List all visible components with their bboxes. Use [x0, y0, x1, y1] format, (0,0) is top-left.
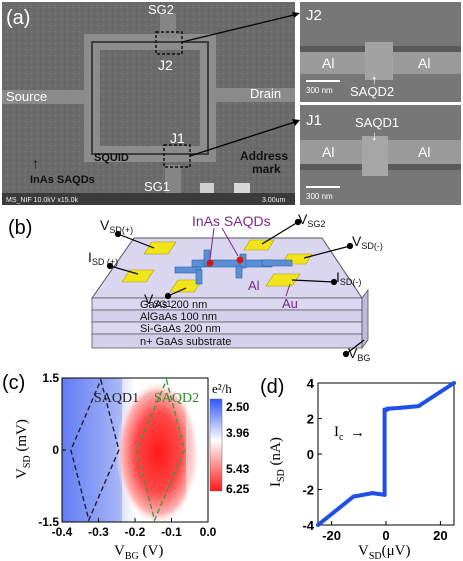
y-tick-label: 1.5 [42, 371, 59, 385]
panel-a-label: (a) [6, 7, 30, 29]
saqd2-label: SAQD2 [154, 391, 199, 406]
sg2-gate [160, 14, 176, 38]
panel-a: (a) SG2 J2 Source Drain SQUID J1 SG1 Add… [2, 2, 461, 205]
j2-label: J2 [158, 57, 173, 73]
inset-j1-al-left: Al [322, 144, 334, 160]
drain-label: Drain [250, 86, 281, 101]
data-point [452, 381, 456, 385]
drain-lead [214, 88, 295, 102]
arrow-right-icon: → [350, 424, 365, 441]
inset-j2-scale: 300 nm [306, 86, 333, 95]
y-tick-label: -2 [302, 483, 314, 498]
x-tick-label: 0 [382, 528, 389, 543]
x-tick-label: 0.0 [200, 525, 217, 539]
svg-text:ISD (+): ISD (+) [88, 249, 118, 267]
data-point [416, 404, 421, 409]
data-point [316, 523, 320, 527]
saqd1-label: SAQD1 [94, 391, 139, 406]
y-tick-label: -4 [302, 518, 314, 533]
heatmap-hotspot [116, 381, 200, 522]
quantum-dot [206, 259, 214, 267]
svg-text:VSG2: VSG2 [298, 211, 325, 229]
substrate-top [91, 237, 363, 299]
au-label: Au [282, 296, 298, 311]
x-tick-label: -20 [322, 528, 341, 543]
sem-scalebar: 3.00um [262, 197, 286, 204]
inset-j2-dot: SAQD2 [350, 84, 394, 99]
layer-stack [91, 288, 369, 350]
colorbar-ticks: 2.50 3.96 5.43 6.25 [226, 400, 250, 496]
sg1-gate [165, 165, 181, 197]
inset-j1-dot: SAQD1 [355, 115, 399, 130]
coulomb-diamond [70, 377, 120, 523]
panel-c-label: (c) [2, 372, 25, 394]
x-tick-label: 20 [433, 528, 447, 543]
arrow-up-icon: ↑ [371, 72, 378, 87]
layer-algaas: AlGaAs 100 nm [140, 311, 217, 323]
y-axis-label: VSD (mV) [14, 419, 33, 479]
y-tick-label: 2 [307, 412, 314, 427]
svg-text:VSD(-): VSD(-) [352, 233, 383, 251]
layer-gaas: GaAs 200 nm [140, 299, 207, 311]
y-tick-label: 0 [52, 443, 59, 457]
y-axis-label-d: ISD (nA) [268, 437, 287, 487]
colorbar-tick: 3.96 [226, 426, 250, 440]
y-tick-label: 0 [307, 447, 314, 462]
colorbar-tick: 2.50 [226, 400, 250, 414]
address-mark-label-2: mark [252, 162, 281, 176]
layer-substrate: n+ GaAs substrate [140, 336, 231, 348]
inset-j1-scale: 300 nm [306, 192, 333, 201]
sg2-label: SG2 [148, 2, 174, 17]
ic-label: Ic [334, 424, 344, 443]
svg-text:ISD(-): ISD(-) [336, 269, 361, 287]
data-point [382, 492, 387, 497]
source-label: Source [6, 89, 47, 104]
source-lead [2, 90, 86, 104]
inset-j2-al-right: Al [418, 55, 430, 71]
y-tick-label: 4 [307, 376, 315, 391]
colorbar-tick: 6.25 [226, 482, 250, 496]
squid-label: SQUID [94, 152, 129, 164]
panel-b-label: (b) [8, 217, 32, 239]
x-tick-label: -0.1 [161, 525, 182, 539]
x-axis-label: VBG (V) [114, 543, 163, 561]
x-tick-label: -0.4 [52, 525, 73, 539]
x-tick-label: -0.3 [88, 525, 109, 539]
j1-label: J1 [170, 130, 185, 146]
y-tick-label: -1.5 [38, 515, 59, 529]
address-mark-label: Address [240, 149, 288, 163]
inset-j2-tag: J2 [306, 7, 322, 24]
data-point [385, 406, 390, 411]
data-point [351, 494, 356, 499]
sg1-label: SG1 [144, 179, 170, 194]
coulomb-diamond [135, 377, 186, 523]
j2-box [155, 31, 183, 55]
inas-label: InAs SAQDs [30, 174, 95, 186]
x-tick-label: -0.2 [125, 525, 146, 539]
panel-b: GaAs 200 nm AlGaAs 100 nm Si-GaAs 200 nm… [8, 211, 383, 363]
arrow-up-icon: ↑ [32, 155, 39, 171]
inset-j1-tag: J1 [306, 112, 322, 129]
layer-si-gaas: Si-GaAs 200 nm [140, 323, 221, 335]
sem-footer: MS_NIF 10.0kV x15.0k [6, 197, 78, 204]
data-point [370, 491, 375, 496]
arrow-down-icon: ↓ [371, 128, 378, 143]
quantum-dot [236, 256, 244, 264]
data-point [397, 405, 402, 410]
inset-j2-al-left: Al [322, 55, 334, 71]
x-axis-label-d: VSD(μV) [358, 543, 411, 561]
colorbar-unit: e²/h [212, 381, 232, 396]
colorbar [209, 398, 223, 492]
inset-j1-al-right: Al [418, 144, 430, 160]
panel-d-label: (d) [260, 376, 284, 398]
panel-c: -0.4 -0.3 -0.2 -0.1 0.0 -1.5 0 1.5 (c) SAQD1 SA… [2, 371, 250, 561]
inas-label-b: InAs SAQDs [192, 213, 271, 229]
colorbar-tick: 5.43 [226, 462, 250, 476]
terminal-leads [106, 218, 365, 358]
al-label: Al [248, 278, 260, 293]
